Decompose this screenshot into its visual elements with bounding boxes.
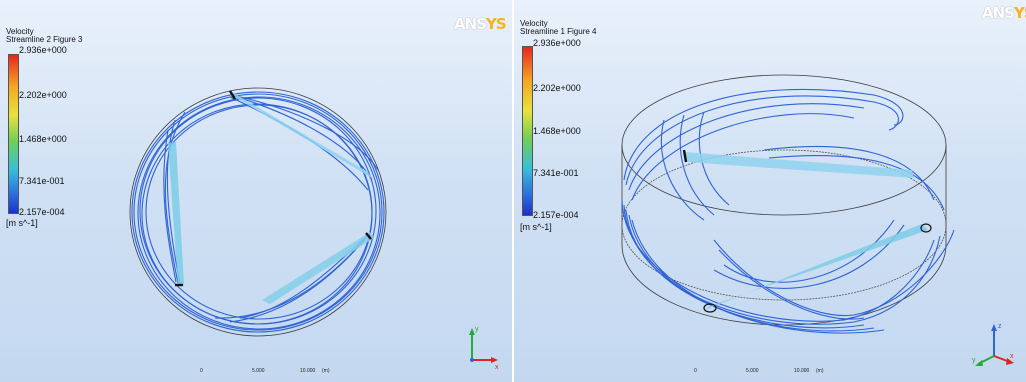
legend-variable: Velocity	[6, 27, 34, 36]
svg-text:y: y	[972, 357, 976, 364]
legend-tick: 7.341e-001	[19, 176, 65, 186]
inlet-jets	[684, 152, 928, 310]
streamline-view-top	[129, 87, 387, 337]
legend-header: Velocity Streamline 1 Figure 4	[520, 20, 596, 36]
inlet-1	[228, 90, 237, 100]
ansys-logo: ANSYS	[982, 4, 1026, 22]
domain-outline	[129, 87, 387, 337]
legend-tick-min: 2.157e-004	[533, 210, 579, 220]
legend-tick-max: 2.936e+000	[533, 38, 581, 48]
viewport-left[interactable]: Velocity Streamline 2 Figure 3 2.936e+00…	[0, 0, 512, 382]
inlet-2	[365, 232, 372, 240]
legend-tick: 2.202e+000	[19, 90, 67, 100]
legend-tick: 2.202e+000	[533, 83, 581, 93]
viewport-background	[514, 0, 1026, 382]
legend-tick-max: 2.936e+000	[19, 45, 67, 55]
svg-text:z: z	[998, 323, 1002, 330]
viewport-background	[0, 0, 512, 382]
legend-tick-min: 2.157e-004	[19, 207, 65, 217]
legend-tick: 1.468e+000	[533, 126, 581, 136]
inlet-jets	[168, 92, 374, 304]
viewport-right[interactable]: Velocity Streamline 1 Figure 4 2.936e+00…	[514, 0, 1026, 382]
color-legend-bar	[522, 46, 533, 216]
svg-text:y: y	[475, 326, 479, 333]
axis-triad: z y x	[972, 323, 1014, 366]
domain-outline	[621, 74, 947, 326]
legend-object: Streamline 2 Figure 3	[6, 35, 83, 44]
legend-variable: Velocity	[520, 19, 548, 28]
legend-tick: 7.341e-001	[533, 168, 579, 178]
svg-text:x: x	[1010, 353, 1014, 360]
axis-triad: y x	[469, 326, 499, 371]
inlet-1	[682, 149, 688, 163]
inlet-2	[703, 303, 717, 313]
legend-tick: 1.468e+000	[19, 134, 67, 144]
inlet-3	[920, 223, 932, 233]
legend-unit: [m s^-1]	[6, 218, 38, 228]
svg-text:x: x	[495, 364, 499, 371]
streamlines	[621, 88, 955, 334]
legend-object: Streamline 1 Figure 4	[520, 27, 597, 36]
color-legend-bar	[8, 54, 19, 214]
ansys-logo: ANSYS	[454, 15, 507, 33]
legend-unit: [m s^-1]	[520, 222, 552, 232]
streamlines	[131, 91, 385, 333]
legend-header: Velocity Streamline 2 Figure 3	[6, 28, 82, 44]
streamline-view-oblique	[621, 74, 955, 334]
